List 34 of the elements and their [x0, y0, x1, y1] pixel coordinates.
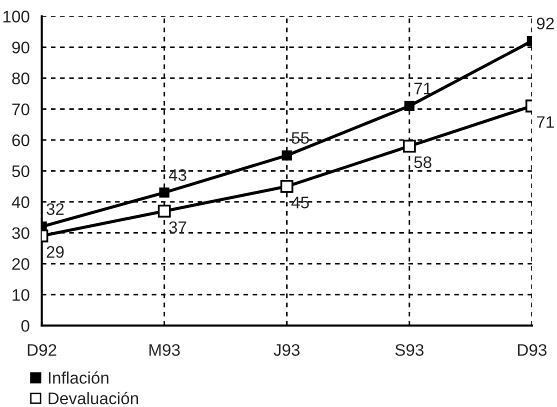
point [280, 180, 294, 193]
y-tick-label: 50 [12, 165, 30, 178]
y-tick-label: 60 [12, 134, 30, 146]
data-label: 55 [292, 132, 309, 144]
legend-label: Devaluación [48, 392, 138, 404]
y-tick-label: 90 [12, 42, 30, 54]
point [282, 150, 292, 161]
data-label: 43 [168, 169, 186, 181]
point [404, 100, 414, 112]
data-label: 71 [536, 116, 554, 128]
y-tick-label: 100 [3, 10, 30, 22]
x-tick-label: S93 [395, 344, 424, 356]
y-tick-label: 40 [12, 196, 30, 208]
y-tick-label: 10 [12, 289, 30, 301]
data-label: 37 [169, 221, 186, 234]
y-tick-label: 20 [12, 258, 30, 270]
point [158, 204, 171, 218]
data-label: 58 [414, 156, 432, 168]
data-label: 92 [536, 18, 554, 30]
x-tick-label: D93 [518, 344, 546, 356]
y-tick-label: 30 [12, 227, 30, 240]
y-tick-label: 80 [12, 72, 30, 84]
point [402, 140, 416, 153]
x-tick-label: D92 [28, 344, 56, 356]
point [159, 188, 170, 198]
y-tick-label: 0 [21, 320, 30, 332]
x-tick-label: J93 [274, 344, 300, 356]
y-tick-label: 70 [12, 103, 30, 116]
data-label: 71 [414, 82, 432, 94]
legend-label: Inflación [48, 371, 108, 384]
x-tick-label: M93 [149, 344, 180, 356]
data-label: 29 [46, 246, 64, 258]
data-label: 45 [291, 196, 309, 208]
data-label: 32 [46, 203, 64, 215]
